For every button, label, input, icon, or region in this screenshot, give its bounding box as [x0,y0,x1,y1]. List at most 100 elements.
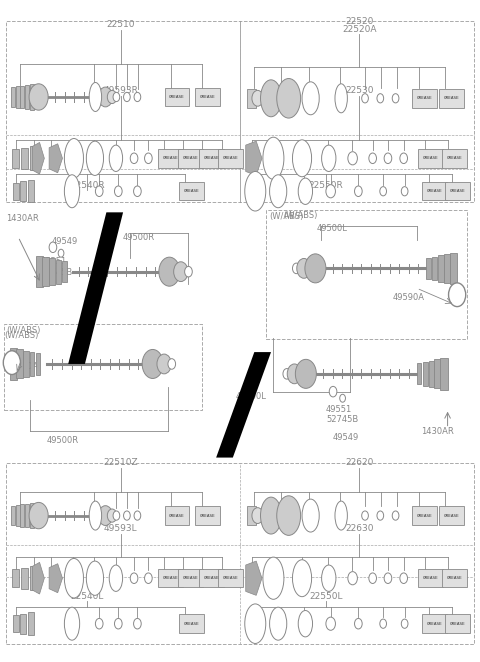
Circle shape [108,91,117,103]
Circle shape [295,359,316,389]
Text: 1430AR: 1430AR [421,426,454,436]
Circle shape [348,152,358,165]
Text: GREASE: GREASE [163,156,179,160]
Circle shape [3,351,21,375]
FancyBboxPatch shape [21,504,24,527]
Polygon shape [33,142,44,174]
FancyBboxPatch shape [25,504,29,528]
FancyBboxPatch shape [449,252,457,284]
FancyBboxPatch shape [426,258,431,279]
Circle shape [113,511,120,520]
FancyBboxPatch shape [10,348,17,380]
Circle shape [355,186,362,197]
FancyBboxPatch shape [28,180,34,203]
Circle shape [115,186,122,197]
Ellipse shape [302,499,319,532]
Text: GREASE: GREASE [204,576,219,580]
Text: GREASE: GREASE [183,622,199,626]
Text: 22550R: 22550R [309,181,343,190]
Ellipse shape [298,178,312,205]
FancyBboxPatch shape [439,506,464,525]
Circle shape [380,619,386,628]
Text: GREASE: GREASE [183,576,199,580]
Ellipse shape [86,561,104,595]
Circle shape [326,617,336,630]
Ellipse shape [64,175,80,208]
Text: GREASE: GREASE [169,95,185,99]
Circle shape [362,511,368,520]
Text: 49549: 49549 [333,433,360,442]
Circle shape [98,506,113,526]
FancyBboxPatch shape [422,182,446,201]
FancyBboxPatch shape [179,182,204,201]
FancyBboxPatch shape [30,146,36,170]
FancyBboxPatch shape [422,614,446,633]
FancyBboxPatch shape [179,614,204,633]
FancyBboxPatch shape [443,569,467,587]
Text: (W/ABS): (W/ABS) [4,331,38,340]
Circle shape [384,153,392,164]
FancyBboxPatch shape [179,569,203,587]
Ellipse shape [298,610,312,637]
Text: (W/ABS): (W/ABS) [283,211,317,220]
Text: 49500R: 49500R [47,436,79,446]
Ellipse shape [64,559,84,598]
FancyBboxPatch shape [25,85,29,109]
Circle shape [287,364,301,384]
Ellipse shape [89,83,102,111]
Ellipse shape [322,145,336,171]
Text: 49593R: 49593R [103,86,138,95]
Text: GREASE: GREASE [426,189,442,193]
FancyBboxPatch shape [12,149,19,167]
FancyBboxPatch shape [36,354,40,375]
Polygon shape [33,563,44,594]
Circle shape [49,242,57,252]
FancyBboxPatch shape [199,149,224,167]
Circle shape [185,266,192,277]
Text: GREASE: GREASE [223,156,239,160]
FancyBboxPatch shape [412,89,437,107]
Circle shape [142,350,163,379]
Text: GREASE: GREASE [444,96,459,101]
FancyBboxPatch shape [165,506,190,525]
Ellipse shape [86,141,104,175]
Polygon shape [246,141,262,175]
FancyBboxPatch shape [21,86,24,108]
Circle shape [29,84,48,110]
Circle shape [108,509,117,522]
Circle shape [123,511,130,520]
FancyBboxPatch shape [20,181,26,201]
Text: 49551
52745B: 49551 52745B [326,405,358,424]
Ellipse shape [109,145,122,171]
FancyBboxPatch shape [218,149,243,167]
Text: 49590A: 49590A [7,362,39,371]
FancyBboxPatch shape [439,89,464,107]
FancyBboxPatch shape [419,149,444,167]
FancyBboxPatch shape [30,567,36,590]
Ellipse shape [263,557,284,599]
Text: 22550L: 22550L [309,592,343,601]
Circle shape [392,511,399,520]
Polygon shape [49,564,62,592]
Ellipse shape [109,565,122,591]
FancyBboxPatch shape [12,183,19,200]
Text: 22540R: 22540R [70,181,105,190]
FancyBboxPatch shape [199,569,224,587]
Text: GREASE: GREASE [447,576,463,580]
Circle shape [113,93,120,101]
Circle shape [305,254,326,283]
Circle shape [297,258,311,278]
Circle shape [134,93,141,101]
Text: GREASE: GREASE [169,514,185,518]
Polygon shape [68,213,123,364]
FancyBboxPatch shape [62,261,67,282]
Circle shape [168,359,176,369]
FancyBboxPatch shape [417,363,421,385]
Text: (W/ABS): (W/ABS) [6,326,40,336]
FancyBboxPatch shape [423,362,428,386]
Ellipse shape [335,84,348,113]
FancyBboxPatch shape [429,361,434,387]
Text: GREASE: GREASE [200,514,216,518]
Circle shape [292,263,300,273]
Circle shape [174,261,188,281]
